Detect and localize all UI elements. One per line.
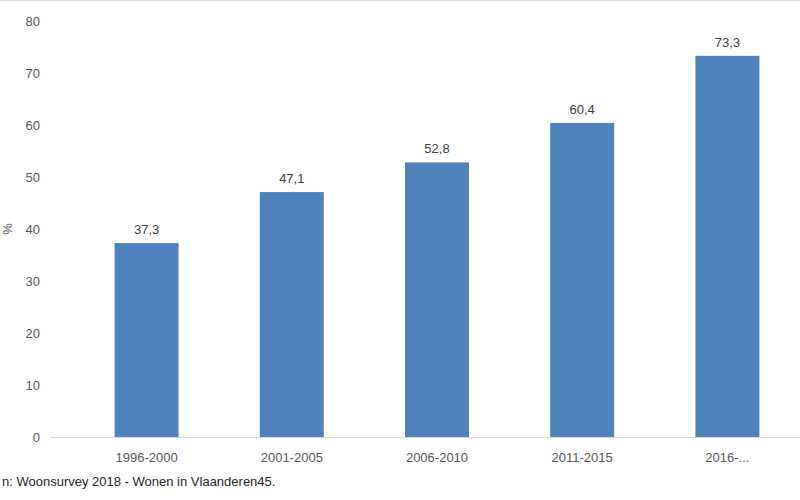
y-tick-label: 50 — [26, 170, 40, 185]
bar — [115, 243, 179, 437]
y-tick-label: 40 — [26, 222, 40, 237]
x-tick-label: 2006-2010 — [406, 450, 468, 465]
x-axis-line — [50, 437, 800, 438]
y-tick-label: 70 — [26, 66, 40, 81]
bar — [260, 192, 324, 437]
bar — [695, 56, 759, 437]
data-label: 37,3 — [134, 222, 159, 237]
x-tick-label: 2001-2005 — [261, 450, 323, 465]
y-axis-label: % — [0, 223, 15, 235]
x-tick-label: 2011-2015 — [552, 450, 613, 465]
y-tick-label: 0 — [33, 430, 40, 445]
data-label: 52,8 — [424, 141, 449, 156]
bar — [550, 123, 614, 437]
y-tick-label: 30 — [26, 274, 40, 289]
data-label: 47,1 — [279, 171, 304, 186]
y-tick-label: 60 — [26, 118, 40, 133]
data-label: 60,4 — [570, 102, 595, 117]
x-tick-label: 2016-... — [705, 450, 749, 465]
data-label: 73,3 — [715, 35, 740, 50]
y-tick-label: 80 — [26, 14, 40, 29]
source-note: n: Woonsurvey 2018 - Wonen in Vlaanderen… — [2, 474, 275, 489]
y-tick-label: 10 — [26, 378, 40, 393]
bars — [115, 56, 760, 437]
bar — [405, 162, 469, 437]
frame-top — [0, 0, 800, 1]
y-tick-label: 20 — [26, 326, 40, 341]
chart: 0 10 20 30 40 50 60 70 80% 37,3 47,1 52,8 60,4 73,3 19… — [0, 0, 800, 500]
x-tick-label: 1996-2000 — [116, 450, 178, 465]
